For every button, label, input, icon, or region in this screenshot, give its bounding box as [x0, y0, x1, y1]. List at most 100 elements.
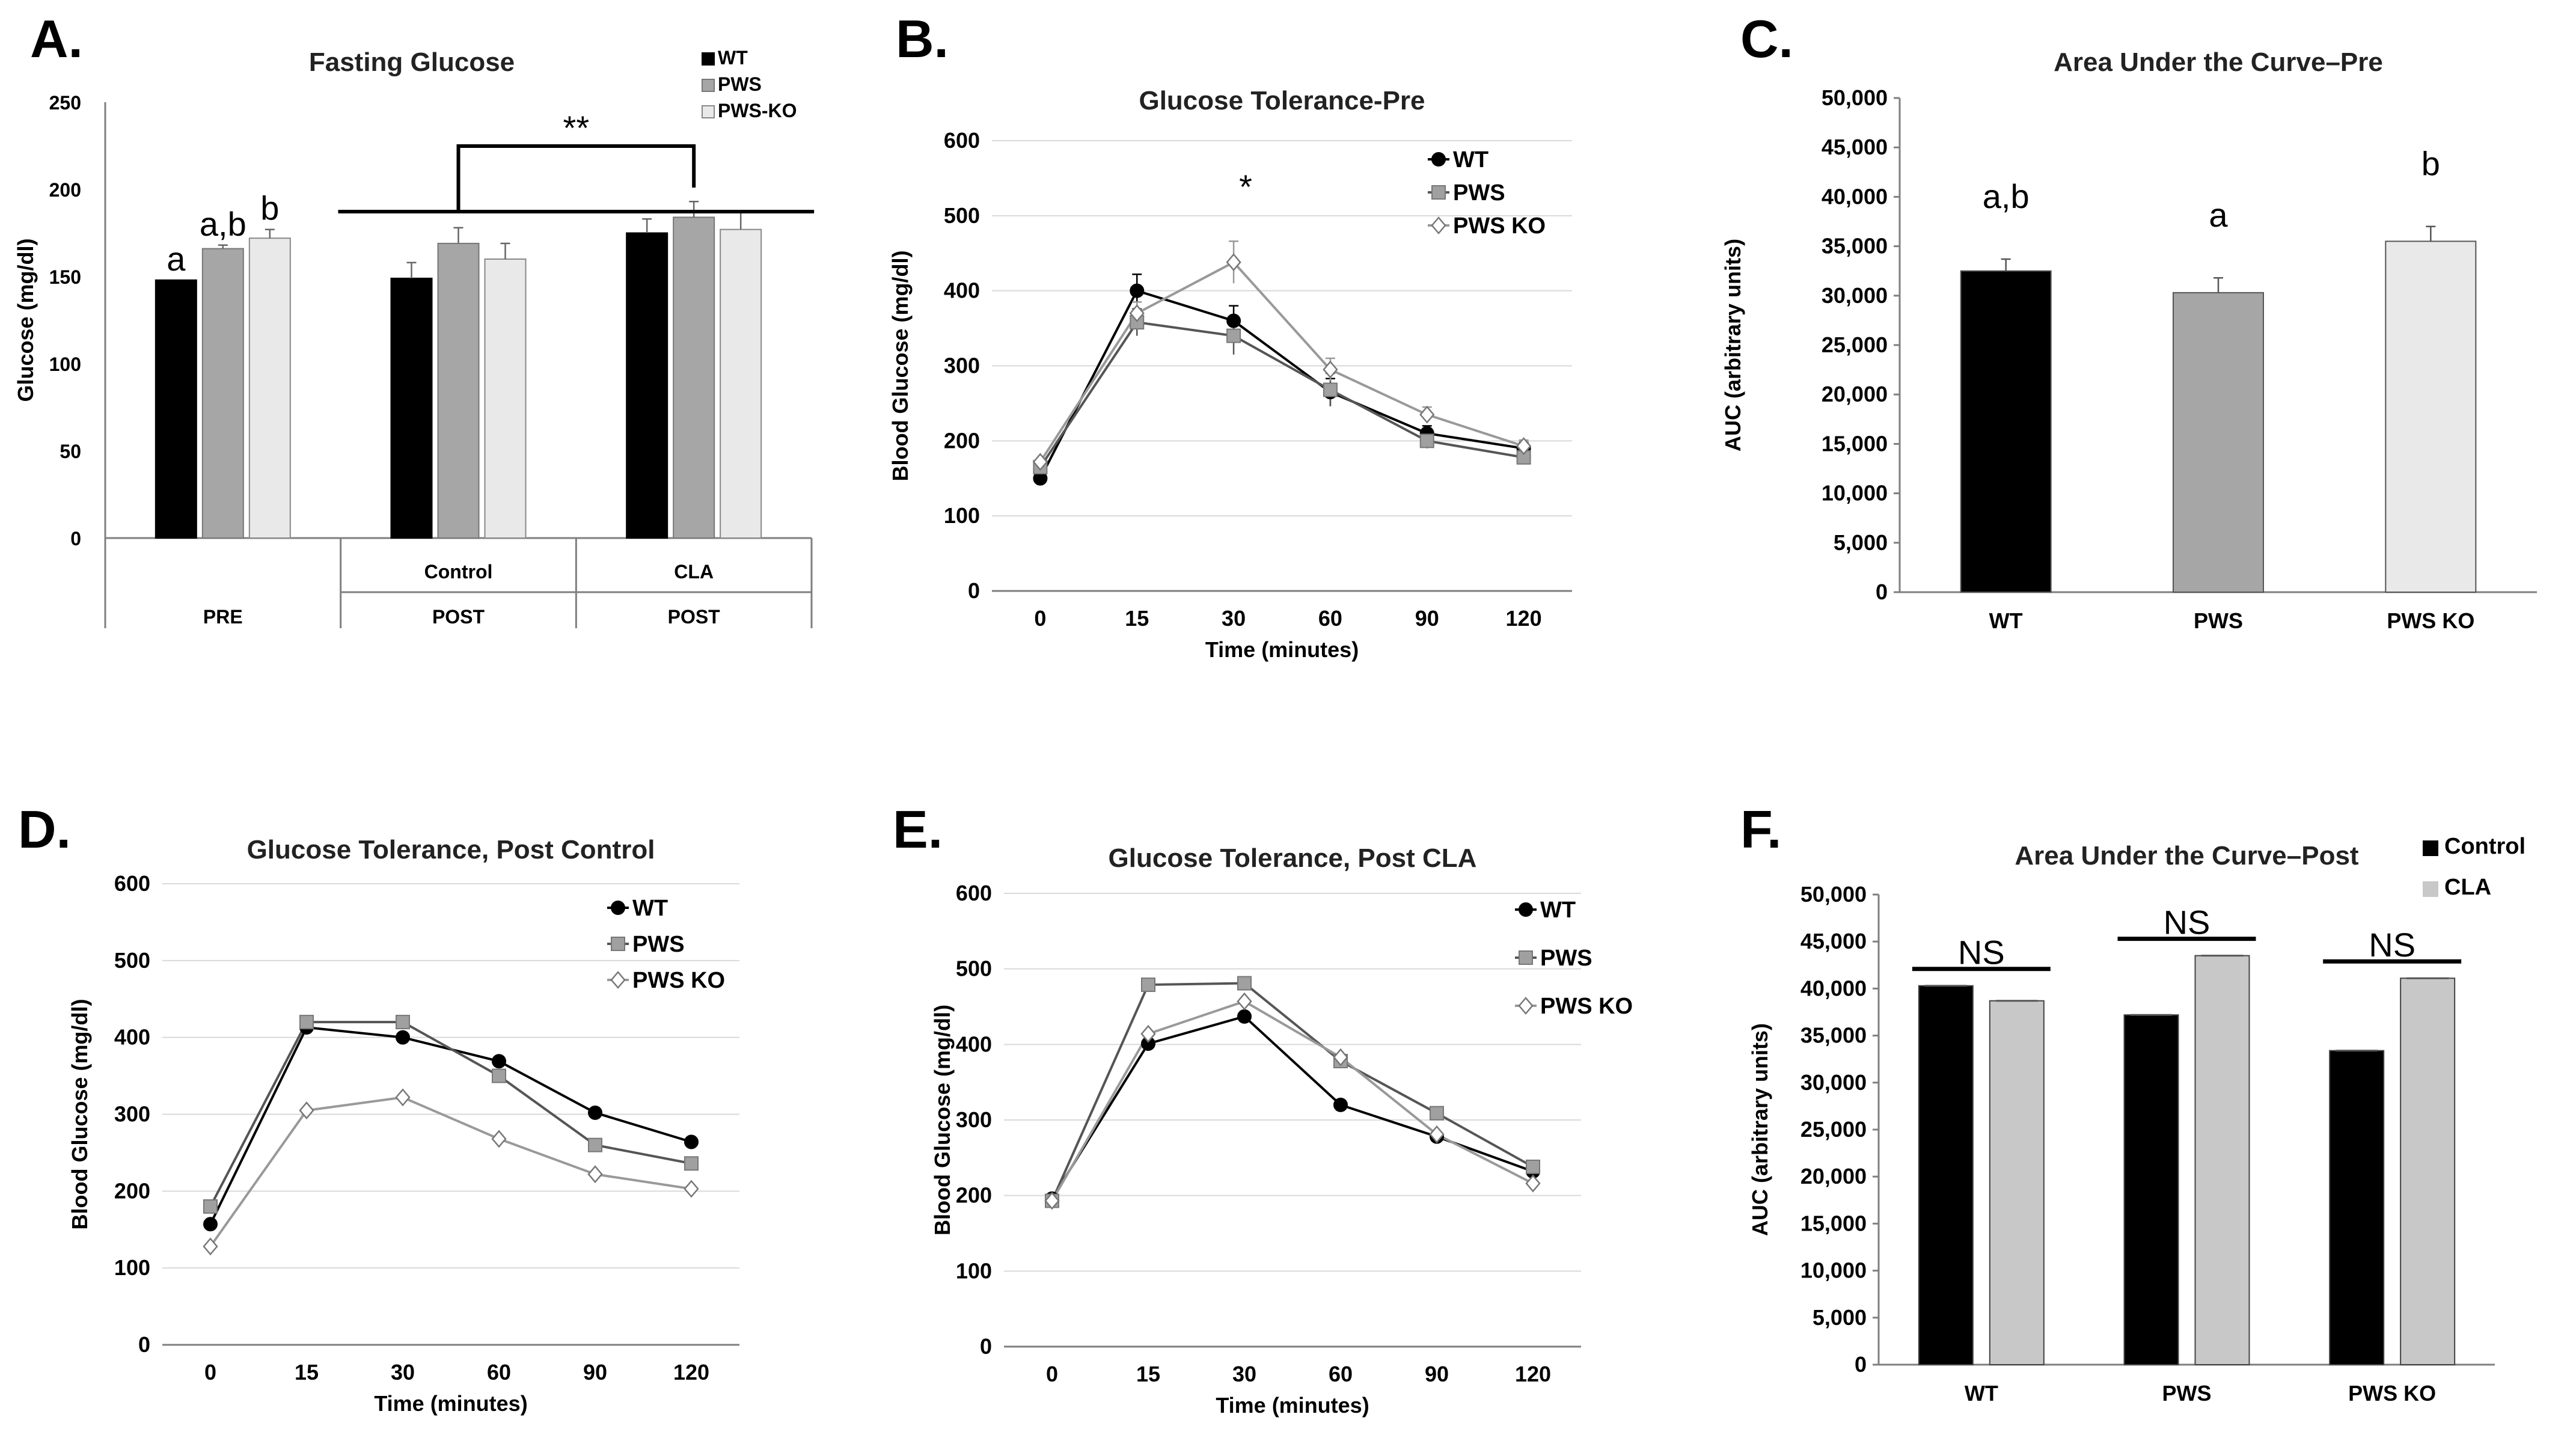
y-tick-label: 600 — [956, 881, 992, 905]
data-point — [588, 1105, 602, 1120]
y-tick-label: 10,000 — [1822, 481, 1888, 506]
x-tick-label: PWS KO — [2348, 1381, 2436, 1406]
series-line-wt — [209, 1026, 692, 1225]
comparison-bracket — [456, 144, 696, 212]
data-point — [1323, 360, 1338, 379]
data-point — [491, 1130, 507, 1148]
data-point — [1526, 1159, 1540, 1174]
series-line-pws-ko — [209, 1096, 692, 1247]
y-tick-label: 0 — [70, 528, 81, 549]
y-tick-label: 600 — [944, 128, 980, 153]
y-tick-label: 100 — [49, 353, 81, 375]
y-tick-label: 500 — [944, 203, 980, 228]
significance-letter: b — [2422, 145, 2440, 183]
bar-pws-ko — [484, 259, 527, 539]
legend-marker — [1431, 216, 1446, 234]
legend-marker — [1519, 902, 1533, 917]
significance-annotation: NS — [2164, 904, 2210, 941]
y-tick-label: 500 — [114, 948, 150, 973]
legend-marker — [1431, 185, 1446, 200]
x-tick-label: 90 — [1425, 1362, 1449, 1386]
data-point — [1140, 1024, 1156, 1043]
panel-f: F. Area Under the Curve–Post 0 5,000 10,000 1… — [1713, 788, 2567, 1435]
y-tick-label: 15,000 — [1822, 431, 1888, 456]
y-tick-label: 10,000 — [1800, 1258, 1867, 1283]
bar-cla — [2194, 955, 2250, 1366]
y-tick-label: 45,000 — [1822, 135, 1888, 159]
y-tick-label: 5,000 — [1813, 1305, 1867, 1330]
chart-title: Area Under the Curve–Pre — [2054, 47, 2383, 77]
panel-letter: F. — [1740, 800, 1781, 859]
y-tick-label: 30,000 — [1800, 1070, 1867, 1095]
group-label-top: Control — [424, 561, 493, 583]
y-tick-label: 400 — [114, 1025, 150, 1050]
y-tick-label: 25,000 — [1822, 332, 1888, 357]
data-point — [1032, 453, 1048, 471]
y-tick-label: 100 — [114, 1255, 150, 1280]
chart-title: Glucose Tolerance, Post CLA — [1109, 843, 1477, 873]
y-axis-label: Glucose (mg/dl) — [13, 238, 38, 402]
y-tick-label: 100 — [944, 503, 980, 528]
data-point — [1141, 978, 1155, 993]
series-line-pws — [1039, 320, 1524, 468]
legend-label: PWS — [632, 932, 685, 957]
legend-label: PWS KO — [632, 968, 725, 993]
y-tick-label: 50 — [60, 441, 81, 462]
series-line-wt — [1039, 289, 1524, 479]
data-point — [203, 1217, 218, 1232]
data-point — [684, 1156, 699, 1171]
legend-label: PWS — [1453, 180, 1505, 206]
legend-label: Control — [2444, 834, 2526, 859]
group-label-top: CLA — [674, 561, 714, 583]
data-point — [492, 1068, 506, 1083]
y-tick-label: 400 — [944, 278, 980, 303]
y-tick-label: 5,000 — [1834, 530, 1888, 555]
legend-marker — [1518, 997, 1534, 1015]
x-tick-label: 60 — [487, 1360, 511, 1385]
y-tick-label: 40,000 — [1800, 976, 1867, 1000]
legend-label: PWS — [718, 73, 762, 95]
x-tick-label: 90 — [1415, 606, 1439, 631]
legend-swatch — [702, 52, 715, 66]
legend-label: WT — [1453, 147, 1488, 173]
y-tick-label: 600 — [114, 871, 150, 896]
data-point — [1237, 976, 1252, 991]
y-axis-label: Blood Glucose (mg/dl) — [67, 999, 92, 1230]
x-tick-label: PWS — [2194, 608, 2243, 633]
x-axis-label: Time (minutes) — [1205, 637, 1359, 662]
bar-wt — [390, 277, 433, 539]
bar-pws — [673, 216, 715, 539]
y-tick-label: 200 — [49, 179, 81, 201]
legend-swatch — [702, 105, 715, 118]
panel-b: B. Glucose Tolerance-Pre 0 100 200 300 400 500 6… — [866, 0, 1707, 679]
x-tick-label: 15 — [1125, 606, 1149, 631]
group-label-bottom: PRE — [203, 606, 243, 628]
significance-letter: a,b — [1983, 177, 2030, 215]
significance-annotation: NS — [1958, 934, 2005, 971]
y-tick-label: 200 — [944, 428, 980, 453]
x-tick-label: PWS — [2162, 1381, 2211, 1406]
data-point — [1333, 1097, 1348, 1112]
y-tick-label: 200 — [114, 1178, 150, 1203]
bar-cla — [2400, 978, 2456, 1366]
panel-letter: B. — [896, 9, 949, 69]
y-tick-label: 20,000 — [1822, 382, 1888, 406]
y-tick-label: 15,000 — [1800, 1211, 1867, 1235]
y-tick-label: 400 — [956, 1032, 992, 1056]
y-tick-label: 35,000 — [1800, 1023, 1867, 1048]
y-tick-label: 40,000 — [1822, 184, 1888, 209]
panel-d: D. Glucose Tolerance, Post Control 0 100 200… — [0, 788, 854, 1435]
data-point — [1525, 1174, 1541, 1193]
y-tick-label: 50,000 — [1822, 85, 1888, 110]
data-point — [1226, 328, 1241, 343]
legend-label: PWS-KO — [718, 100, 797, 121]
y-axis-label: Blood Glucose (mg/dl) — [888, 251, 913, 482]
chart-title: Area Under the Curve–Post — [2015, 841, 2359, 870]
x-tick-label: 0 — [1046, 1362, 1058, 1386]
panel-a: A. Fasting Glucose 0 50 100 150 200 250 Glucose … — [0, 0, 842, 661]
significance-letter: a — [167, 240, 186, 278]
data-point — [1323, 382, 1338, 397]
series-line-pws — [209, 1021, 692, 1207]
y-tick-label: 500 — [956, 956, 992, 981]
chart-title: Glucose Tolerance, Post Control — [247, 835, 655, 864]
